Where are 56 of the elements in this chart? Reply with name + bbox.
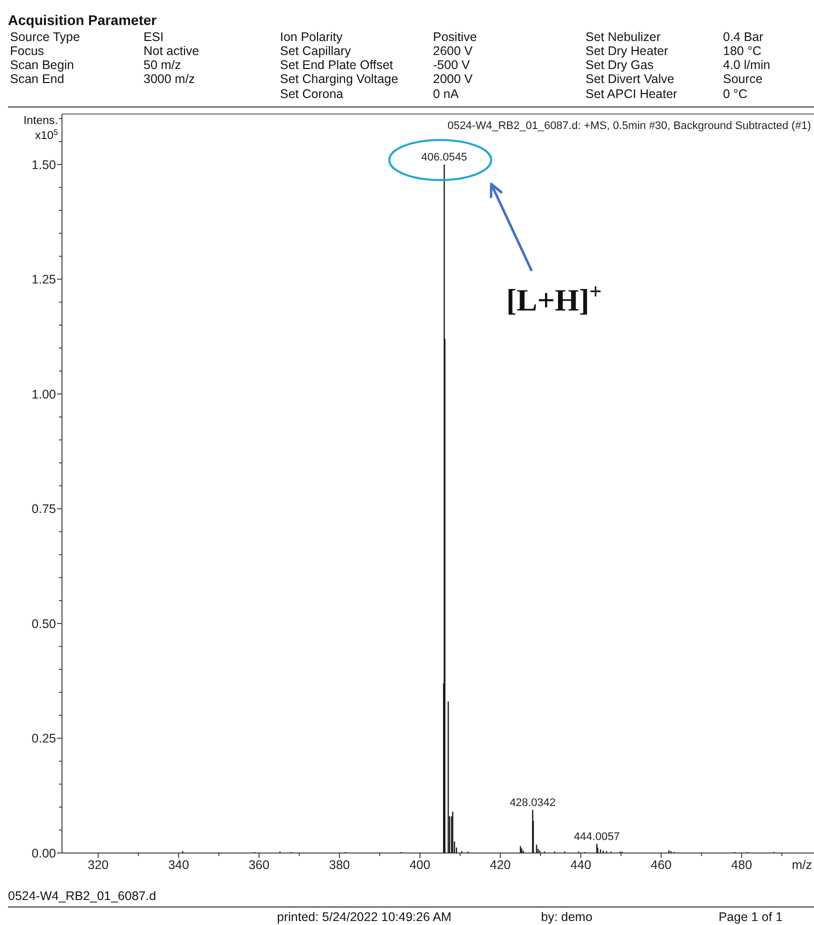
source-note: Source Type xyxy=(10,30,80,44)
text: Set Divert Valve xyxy=(586,72,674,86)
text: 4.0 l/min xyxy=(723,58,770,72)
y-tick-label: 0.75 xyxy=(32,502,56,516)
y-tick-label: 0.00 xyxy=(32,846,56,860)
text: 0 nA xyxy=(433,87,460,101)
y-tick-label: 1.25 xyxy=(32,272,56,287)
y-tick-label: 1.50 xyxy=(32,158,56,172)
annotation: 428.0342 xyxy=(510,796,556,809)
chart-title: Acquisition Parameter xyxy=(8,12,158,28)
text: Set Corona xyxy=(280,87,344,101)
x-tick-label: 440 xyxy=(570,858,592,872)
text: Set Dry Gas xyxy=(586,58,654,72)
annotation: 444.0057 xyxy=(574,830,620,843)
text: Focus xyxy=(10,44,44,58)
text: ESI xyxy=(144,30,164,44)
x-tick-label: 420 xyxy=(490,858,511,872)
text: by: demo xyxy=(541,910,592,924)
text: Ion Polarity xyxy=(280,30,344,44)
x-axis-title: m/z xyxy=(792,858,812,872)
text: Positive xyxy=(433,30,477,44)
text: 50 m/z xyxy=(144,58,182,72)
text: Set End Plate Offset xyxy=(280,58,394,72)
annotation: 0524-W4_RB2_01_6087.d: +MS, 0.5min #30, Background Subtracted (#1) xyxy=(447,120,811,132)
x-tick-label: 400 xyxy=(409,858,430,872)
text: Set APCI Heater xyxy=(586,87,678,101)
text: Scan Begin xyxy=(10,58,74,72)
text: 2000 V xyxy=(433,72,474,86)
x-tick-label: 460 xyxy=(650,858,672,872)
x-tick-label: 480 xyxy=(731,858,752,872)
y-axis-title: Intens. x10$^{5}$ xyxy=(23,115,59,142)
y-tick-label: 0.50 xyxy=(32,616,56,631)
x-tick-label: 340 xyxy=(168,858,190,872)
annotation: [L+H]$^{+}$ xyxy=(506,279,602,318)
text: 0 °C xyxy=(723,87,748,101)
text: Set Nebulizer xyxy=(586,30,661,44)
text: -500 V xyxy=(433,58,470,72)
text: Scan End xyxy=(10,72,64,86)
text: Set Capillary xyxy=(280,44,352,58)
text: Set Charging Voltage xyxy=(280,72,398,86)
text: 0524-W4_RB2_01_6087.d xyxy=(8,889,156,903)
text: 3000 m/z xyxy=(144,72,195,86)
x-tick-label: 320 xyxy=(88,858,109,872)
y-tick-label: 1.00 xyxy=(32,387,56,402)
text: 180 °C xyxy=(723,44,762,58)
x-tick-label: 380 xyxy=(329,858,350,872)
text: 0.4 Bar xyxy=(723,30,764,44)
annotation: 406.0545 xyxy=(421,151,468,164)
text: Source xyxy=(723,72,763,86)
text: printed: 5/24/2022 10:49:26 AM xyxy=(277,910,452,924)
x-tick-label: 360 xyxy=(248,858,270,872)
text: Not active xyxy=(144,44,200,58)
text: 2600 V xyxy=(433,44,474,58)
text: Set Dry Heater xyxy=(586,44,668,58)
y-tick-label: 0.25 xyxy=(32,732,56,746)
text: Page 1 of 1 xyxy=(718,910,783,924)
